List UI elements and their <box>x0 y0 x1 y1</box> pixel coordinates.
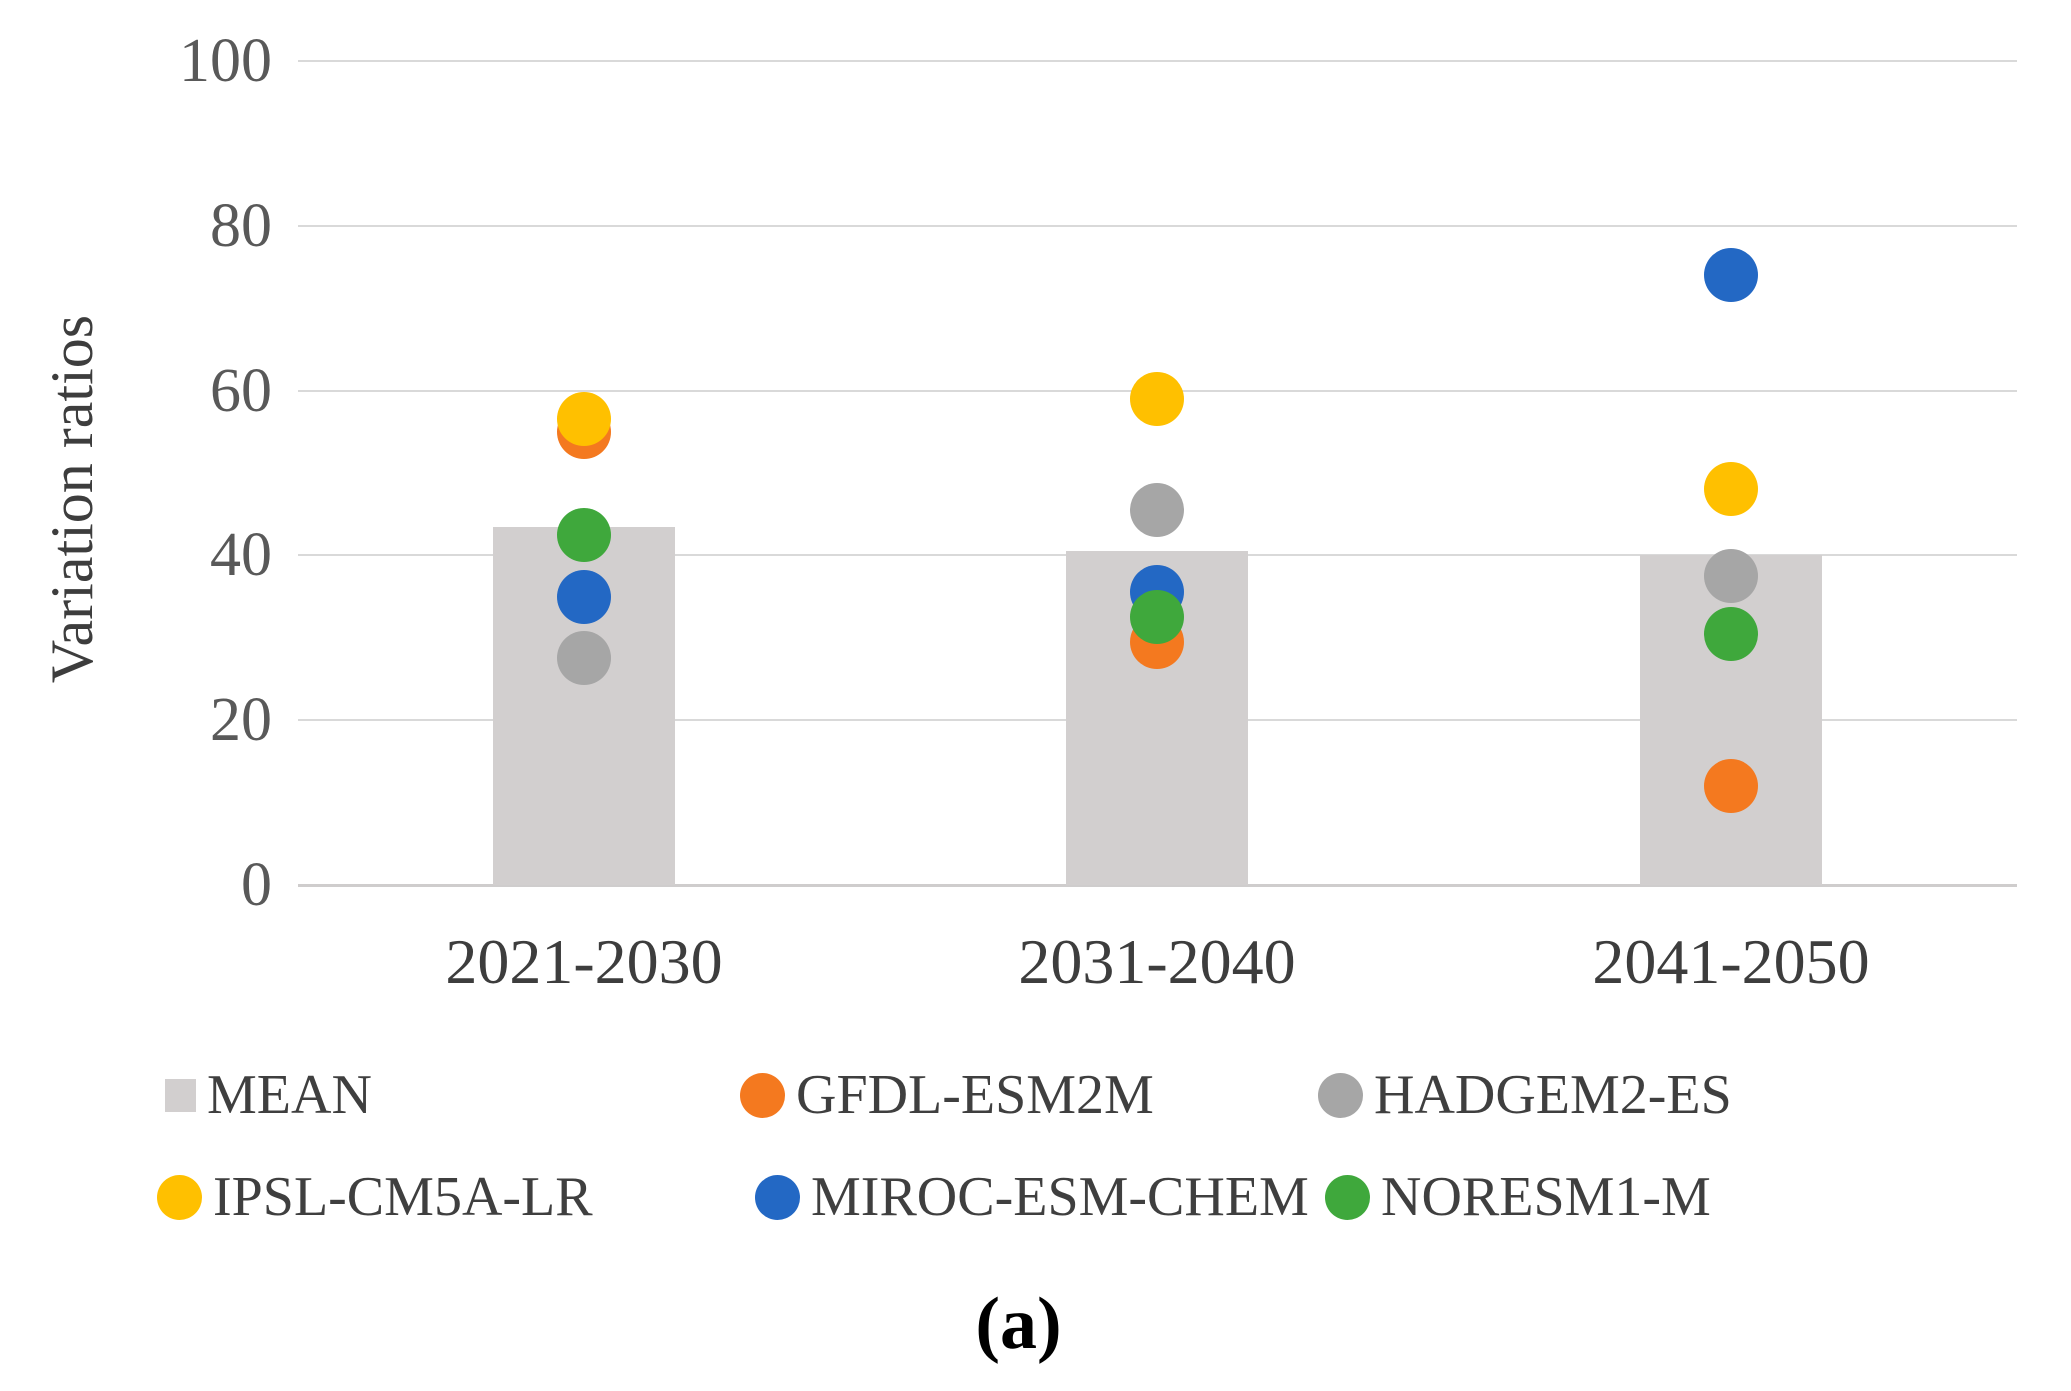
dot-HADGEM2-ES-2041-2050 <box>1704 549 1758 603</box>
legend-item-IPSL-CM5A-LR: IPSL-CM5A-LR <box>157 1164 593 1230</box>
y-tick-label-80: 80 <box>210 191 272 260</box>
dot-MIROC-ESM-CHEM-2021-2030 <box>557 569 611 624</box>
legend-item-MEAN: MEAN <box>165 1062 372 1128</box>
y-tick-label-20: 20 <box>210 686 272 755</box>
mean-bar-2041-2050 <box>1640 555 1822 885</box>
y-tick-label-40: 40 <box>210 521 272 590</box>
legend-marker-NORESM1-M <box>1325 1174 1370 1220</box>
legend-marker-MEAN <box>165 1078 196 1112</box>
legend-item-HADGEM2-ES: HADGEM2-ES <box>1318 1062 1732 1128</box>
y-tick-label-0: 0 <box>241 851 272 919</box>
plot-area <box>298 60 2017 887</box>
x-label-2021-2030: 2021-2030 <box>445 926 723 997</box>
dot-IPSL-CM5A-LR-2041-2050 <box>1704 462 1758 517</box>
dot-IPSL-CM5A-LR-2031-2040 <box>1130 371 1184 426</box>
dot-NORESM1-M-2041-2050 <box>1704 606 1758 661</box>
x-label-2041-2050: 2041-2050 <box>1592 926 1870 997</box>
legend-label-MEAN: MEAN <box>207 1064 372 1126</box>
legend-marker-IPSL-CM5A-LR <box>157 1174 202 1220</box>
legend-item-NORESM1-M: NORESM1-M <box>1325 1164 1711 1230</box>
legend-label-NORESM1-M: NORESM1-M <box>1381 1166 1711 1228</box>
legend-label-MIROC-ESM-CHEM: MIROC-ESM-CHEM <box>811 1166 1309 1228</box>
legend-label-GFDL-ESM2M: GFDL-ESM2M <box>796 1064 1154 1126</box>
legend-label-HADGEM2-ES: HADGEM2-ES <box>1374 1064 1732 1126</box>
legend-item-GFDL-ESM2M: GFDL-ESM2M <box>740 1062 1154 1128</box>
dot-HADGEM2-ES-2031-2040 <box>1130 483 1184 538</box>
legend-marker-HADGEM2-ES <box>1318 1072 1363 1118</box>
dot-NORESM1-M-2021-2030 <box>557 507 611 562</box>
dot-HADGEM2-ES-2021-2030 <box>557 631 611 686</box>
dot-MIROC-ESM-CHEM-2041-2050 <box>1704 248 1758 303</box>
gridline-100 <box>298 60 2017 62</box>
dot-IPSL-CM5A-LR-2021-2030 <box>557 392 611 447</box>
y-axis-title: Variation ratios <box>39 314 105 684</box>
gridline-80 <box>298 224 2017 227</box>
legend-label-IPSL-CM5A-LR: IPSL-CM5A-LR <box>213 1166 593 1228</box>
legend-item-MIROC-ESM-CHEM: MIROC-ESM-CHEM <box>755 1164 1309 1230</box>
y-tick-label-100: 100 <box>179 27 272 95</box>
y-tick-label-60: 60 <box>210 356 272 425</box>
dot-GFDL-ESM2M-2041-2050 <box>1704 759 1758 814</box>
figure-caption: (a) <box>975 1283 1062 1365</box>
legend-marker-GFDL-ESM2M <box>740 1072 785 1118</box>
dot-NORESM1-M-2031-2040 <box>1130 590 1184 645</box>
legend-marker-MIROC-ESM-CHEM <box>755 1174 800 1220</box>
gridline-0 <box>298 884 2017 887</box>
x-label-2031-2040: 2031-2040 <box>1018 926 1296 997</box>
